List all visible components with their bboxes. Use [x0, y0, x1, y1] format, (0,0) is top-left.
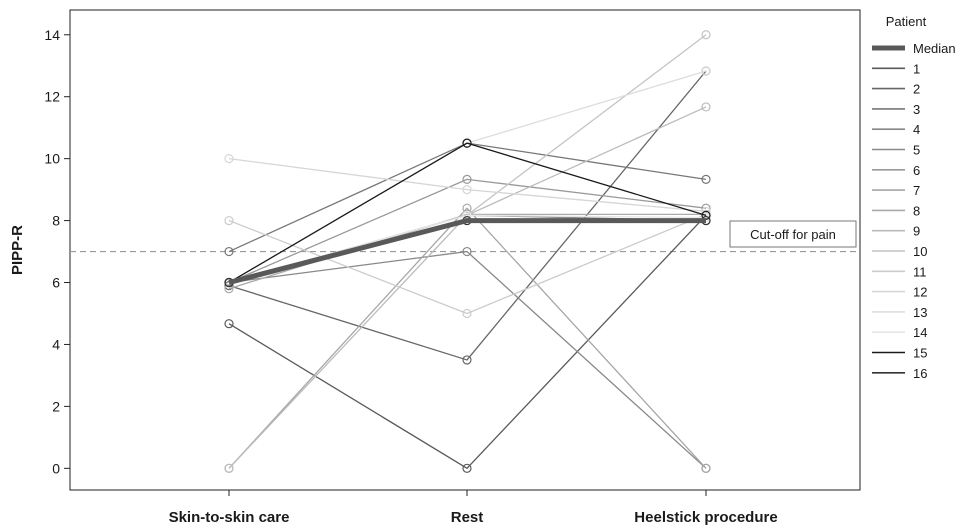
legend-item: 8 [872, 203, 920, 218]
plot-frame [69, 9, 861, 491]
legend-label: 13 [913, 305, 927, 320]
x-axis: Skin-to-skin care Rest Heelstick procedure [169, 490, 778, 526]
data-point [462, 308, 472, 319]
legend-label: 11 [913, 264, 927, 279]
legend-item: 4 [872, 122, 920, 137]
data-point [701, 203, 711, 213]
legend-label: 7 [913, 183, 920, 198]
legend-item: 11 [872, 264, 927, 279]
legend-item: Median [872, 41, 956, 56]
legend-item: 1 [872, 61, 920, 76]
legend-item: 16 [872, 366, 927, 381]
legend-label: 3 [913, 102, 920, 117]
y-axis: 0 2 4 6 8 10 12 14 [44, 27, 70, 476]
cutoff-annotation: Cut-off for pain [729, 220, 857, 248]
series-line [228, 158, 707, 212]
legend-title: Patient [886, 14, 927, 29]
data-point [224, 215, 234, 226]
data-point [462, 185, 472, 195]
cutoff-annotation-label: Cut-off for pain [750, 227, 836, 242]
legend-label: 15 [913, 346, 927, 361]
legend-item: 14 [872, 325, 927, 340]
data-point [701, 66, 711, 76]
legend-label: 10 [913, 244, 927, 259]
legend-item: 13 [872, 305, 927, 320]
y-tick-label: 4 [52, 336, 60, 352]
data-point [224, 154, 234, 164]
legend-label: 14 [913, 325, 927, 340]
series-patient-12 [224, 154, 711, 216]
y-tick-label: 6 [52, 275, 60, 291]
legend-item: 15 [872, 346, 927, 361]
data-point [462, 463, 472, 473]
legend-label: 16 [913, 366, 927, 381]
series-line [228, 178, 707, 284]
legend-label: Median [913, 41, 956, 56]
series-line [228, 250, 707, 469]
data-point [224, 319, 234, 329]
y-tick-label: 0 [52, 460, 60, 476]
legend-label: 5 [913, 143, 920, 158]
x-category-label: Rest [451, 509, 484, 526]
cutoff-annotation-box [729, 220, 857, 248]
data-point [462, 203, 472, 213]
data-point [224, 284, 234, 294]
series-line [228, 214, 707, 469]
data-point [462, 355, 472, 365]
legend-label: 8 [913, 203, 920, 218]
legend-label: 6 [913, 163, 920, 178]
legend-item: 2 [872, 82, 920, 97]
legend-item: 12 [872, 285, 927, 300]
y-tick-label: 14 [44, 27, 60, 43]
legend-item: 9 [872, 224, 920, 239]
series-line [228, 207, 707, 469]
y-axis-title: PIPP-R [9, 225, 26, 275]
data-point [462, 246, 472, 257]
y-tick-label: 2 [52, 398, 60, 414]
legend-item: 6 [872, 163, 920, 178]
legend-label: 4 [913, 122, 920, 137]
data-point [462, 138, 472, 148]
x-category-label: Heelstick procedure [634, 509, 777, 526]
legend-item: 3 [872, 102, 920, 117]
data-point [701, 30, 711, 40]
series-line [228, 213, 707, 315]
series-line [228, 142, 707, 284]
legend-label: 9 [913, 224, 920, 239]
data-point [701, 102, 711, 112]
data-point [224, 246, 234, 257]
data-point [462, 174, 472, 184]
y-tick-label: 10 [44, 151, 60, 167]
legend-label: 1 [913, 61, 920, 76]
legend-item: 7 [872, 183, 920, 198]
legend-label: 12 [913, 285, 927, 300]
legend-label: 2 [913, 82, 920, 97]
y-tick-label: 12 [44, 89, 60, 105]
series-line [228, 218, 706, 285]
series-layer [224, 30, 711, 473]
data-point [701, 463, 711, 473]
series-median [228, 218, 706, 285]
legend-item: 5 [872, 143, 920, 158]
data-point [701, 174, 711, 184]
x-category-label: Skin-to-skin care [169, 509, 290, 526]
data-point [224, 463, 234, 473]
y-tick-label: 8 [52, 213, 60, 229]
legend-item: 10 [872, 244, 927, 259]
